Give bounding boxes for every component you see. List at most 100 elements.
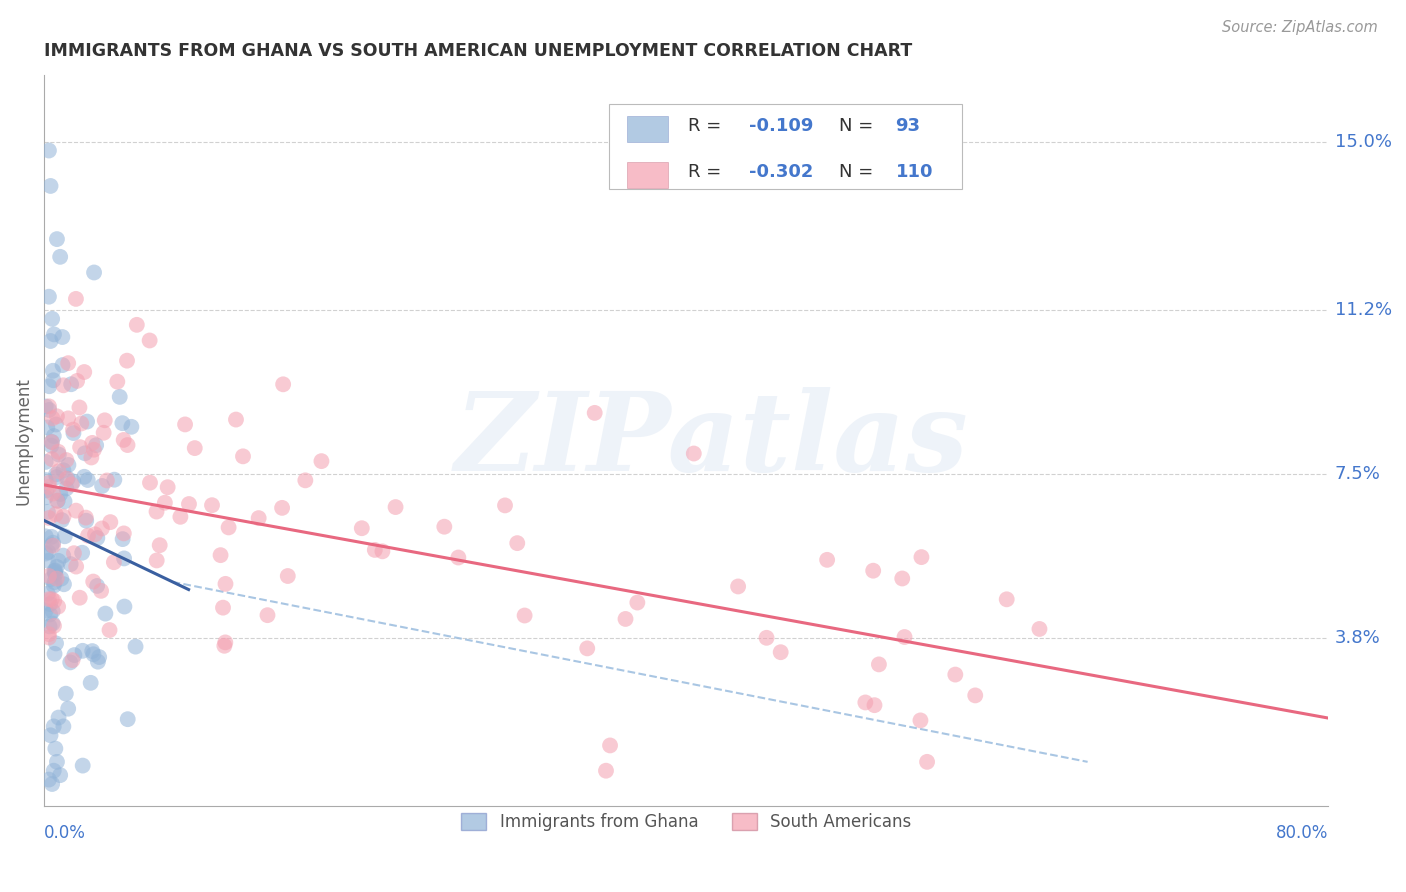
Point [37, 505, 59, 519]
Point [38, 379, 60, 393]
Point [91, 479, 114, 493]
Point [614, 612, 637, 626]
Point [156, 480, 179, 494]
Point [595, 764, 617, 778]
Point [42, 364, 65, 378]
Point [52, 463, 75, 477]
Point [62, 653, 84, 667]
Point [96, 474, 118, 488]
Point [177, 497, 200, 511]
Point [41, 777, 63, 791]
Point [138, 334, 160, 348]
Point [108, 390, 131, 404]
Point [58, 356, 80, 370]
Point [247, 511, 270, 525]
Point [84, 438, 107, 452]
Point [49, 250, 72, 264]
Point [56, 411, 79, 425]
Point [86, 531, 108, 545]
Point [73, 365, 96, 379]
Point [42, 764, 65, 778]
Point [1028, 622, 1050, 636]
Point [39, 178, 62, 193]
Point [384, 500, 406, 514]
Point [42, 535, 65, 549]
Point [120, 419, 142, 434]
Point [41, 411, 63, 425]
Point [433, 519, 456, 533]
Point [42, 327, 65, 342]
Point [201, 498, 224, 512]
Point [49, 487, 72, 501]
Point [82, 647, 104, 661]
Point [49, 768, 72, 782]
Point [65, 559, 87, 574]
Text: 110: 110 [896, 163, 934, 181]
Point [77, 529, 100, 543]
Point [46, 599, 69, 614]
Point [35, 603, 58, 617]
Point [853, 696, 876, 710]
Point [98, 515, 121, 529]
Point [55, 472, 77, 486]
Point [41, 435, 63, 450]
Point [294, 474, 316, 488]
Point [42, 619, 65, 633]
Point [115, 353, 138, 368]
Point [42, 719, 65, 733]
Text: 80.0%: 80.0% [1277, 824, 1329, 842]
Point [46, 232, 69, 246]
Point [44, 564, 66, 578]
Point [755, 631, 778, 645]
Point [112, 599, 135, 614]
Point [42, 429, 65, 443]
Point [62, 423, 84, 437]
Point [70, 417, 93, 431]
Point [506, 536, 529, 550]
Point [93, 425, 115, 440]
Point [271, 500, 294, 515]
Point [48, 710, 70, 724]
Point [37, 587, 59, 601]
Point [76, 415, 98, 429]
Point [38, 631, 60, 645]
Point [41, 530, 63, 544]
Point [75, 514, 97, 528]
FancyBboxPatch shape [609, 104, 962, 188]
Point [626, 595, 648, 609]
Point [42, 486, 65, 500]
Point [63, 648, 86, 662]
Point [65, 292, 87, 306]
Point [48, 448, 70, 462]
Point [60, 477, 83, 491]
Point [39, 607, 62, 622]
Point [51, 358, 73, 372]
Point [105, 375, 128, 389]
Text: 11.2%: 11.2% [1334, 301, 1392, 319]
Legend: Immigrants from Ghana, South Americans: Immigrants from Ghana, South Americans [454, 806, 918, 838]
Point [41, 434, 63, 449]
Point [364, 542, 387, 557]
Point [169, 509, 191, 524]
Point [38, 592, 60, 607]
Point [494, 499, 516, 513]
Point [86, 579, 108, 593]
Text: R =: R = [688, 163, 727, 181]
Point [35, 547, 58, 561]
Point [38, 144, 60, 158]
Point [103, 555, 125, 569]
Point [41, 538, 63, 552]
Point [42, 373, 65, 387]
Point [51, 513, 73, 527]
Point [112, 526, 135, 541]
Point [38, 400, 60, 414]
Point [67, 401, 90, 415]
Point [72, 644, 94, 658]
Point [103, 473, 125, 487]
Text: 15.0%: 15.0% [1334, 133, 1392, 151]
Point [39, 572, 62, 586]
Text: N =: N = [839, 118, 879, 136]
Point [111, 416, 134, 430]
Point [48, 464, 70, 478]
Point [55, 482, 77, 496]
